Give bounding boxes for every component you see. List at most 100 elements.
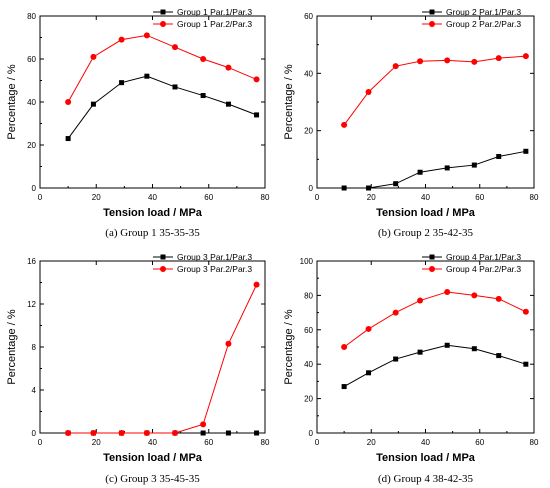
series-line — [343, 291, 527, 348]
x-axis-label: Tension load / MPa — [376, 207, 476, 219]
x-tick-label: 80 — [261, 193, 270, 202]
legend-marker — [429, 21, 435, 27]
legend-marker — [160, 266, 166, 272]
data-point — [496, 353, 502, 359]
data-point — [200, 56, 207, 62]
data-point — [225, 340, 232, 347]
data-point — [417, 349, 423, 355]
legend-marker — [429, 254, 435, 260]
data-point — [172, 44, 178, 51]
y-tick-label: 60 — [27, 55, 36, 64]
data-point — [392, 63, 399, 70]
x-tick-label: 20 — [367, 438, 376, 447]
y-tick-label: 16 — [27, 257, 36, 266]
y-tick-label: 40 — [304, 69, 313, 78]
data-point — [118, 36, 125, 43]
y-tick-label: 0 — [32, 184, 37, 193]
plot-frame — [39, 15, 266, 189]
data-point — [495, 55, 502, 62]
data-point — [119, 80, 125, 86]
data-point — [200, 421, 207, 428]
legend-label: Group 1 Par.2/Par.3 — [177, 19, 252, 29]
x-tick-label: 60 — [475, 193, 484, 202]
legend: Group 2 Par.1/Par.3 Group 2 Par.2/Par.3 — [422, 7, 521, 29]
data-point — [143, 32, 150, 39]
data-point — [471, 162, 477, 168]
y-tick-label: 0 — [309, 184, 314, 193]
x-tick-label: 20 — [92, 438, 101, 447]
legend: Group 1 Par.1/Par.3 Group 1 Par.2/Par.3 — [153, 7, 252, 29]
y-axis-label: Percentage / % — [283, 64, 295, 139]
y-tick-label: 12 — [27, 300, 36, 309]
chart-caption: (b) Group 2 35-42-35 — [378, 227, 474, 239]
y-axis-label: Percentage / % — [283, 309, 295, 384]
x-tick-label: 0 — [38, 438, 43, 447]
data-point — [341, 384, 347, 390]
chart-panel: 0 20 40 60 80 0 20 40 60 80 100 Tension load / MPa P… — [283, 252, 539, 485]
data-point — [496, 153, 502, 159]
data-point — [366, 185, 372, 191]
data-point — [90, 53, 97, 60]
y-tick-label: 60 — [304, 326, 313, 335]
data-point — [393, 181, 399, 187]
data-point — [417, 297, 424, 304]
chart-panel: 0 20 40 60 80 0 20 40 60 Tension load / MPa Percen… — [283, 7, 539, 239]
data-point — [444, 57, 451, 64]
chart-caption: (d) Group 4 38-42-35 — [378, 473, 474, 485]
y-tick-label: 80 — [27, 12, 36, 21]
data-point — [200, 430, 206, 436]
data-point — [253, 76, 260, 83]
x-tick-label: 80 — [261, 438, 270, 447]
legend-label: Group 1 Par.1/Par.3 — [177, 7, 252, 17]
x-axis-label: Tension load / MPa — [103, 452, 203, 464]
y-axis-label: Percentage / % — [6, 309, 18, 384]
data-point — [65, 136, 71, 142]
legend-label: Group 3 Par.2/Par.3 — [177, 264, 252, 274]
x-tick-label: 80 — [530, 193, 539, 202]
legend-label: Group 2 Par.1/Par.3 — [446, 7, 521, 17]
data-point — [444, 342, 450, 348]
x-tick-label: 20 — [92, 193, 101, 202]
legend: Group 4 Par.1/Par.3 Group 4 Par.2/Par.3 — [422, 252, 521, 274]
data-point — [365, 325, 372, 332]
x-tick-label: 40 — [421, 193, 430, 202]
x-tick-label: 80 — [530, 438, 539, 447]
chart-panel: 0 20 40 60 80 0 4 8 12 16 Tension load / MPa Percen… — [6, 252, 270, 485]
data-point — [143, 430, 150, 436]
legend-marker — [160, 21, 166, 27]
y-tick-label: 0 — [309, 429, 314, 438]
data-point — [341, 185, 347, 191]
legend-marker — [160, 9, 166, 15]
data-point — [118, 430, 125, 436]
data-point — [225, 64, 232, 71]
data-point — [471, 346, 477, 352]
y-tick-label: 20 — [304, 127, 313, 136]
x-tick-label: 60 — [475, 438, 484, 447]
legend-label: Group 4 Par.2/Par.3 — [446, 264, 521, 274]
series-line — [67, 75, 257, 139]
y-tick-label: 100 — [300, 257, 314, 266]
legend-marker — [160, 254, 166, 260]
plot-frame — [39, 260, 266, 434]
legend-marker — [429, 266, 435, 272]
x-tick-label: 0 — [38, 193, 43, 202]
y-tick-label: 40 — [304, 360, 313, 369]
data-point — [90, 430, 97, 436]
y-tick-label: 4 — [32, 386, 37, 395]
data-point — [365, 88, 372, 95]
data-point — [393, 356, 399, 362]
legend-marker — [429, 9, 435, 15]
series-line — [343, 55, 526, 126]
x-tick-label: 20 — [367, 193, 376, 202]
data-point — [495, 295, 502, 302]
data-point — [522, 53, 529, 60]
y-tick-label: 0 — [32, 429, 37, 438]
data-point — [523, 361, 529, 367]
legend-label: Group 2 Par.2/Par.3 — [446, 19, 521, 29]
data-point — [341, 344, 348, 350]
chart-panel: 0 20 40 60 80 0 20 40 60 80 Tension load / MPa Perc… — [6, 7, 270, 239]
legend-label: Group 3 Par.1/Par.3 — [177, 252, 252, 262]
data-point — [253, 281, 260, 288]
data-point — [444, 288, 451, 295]
